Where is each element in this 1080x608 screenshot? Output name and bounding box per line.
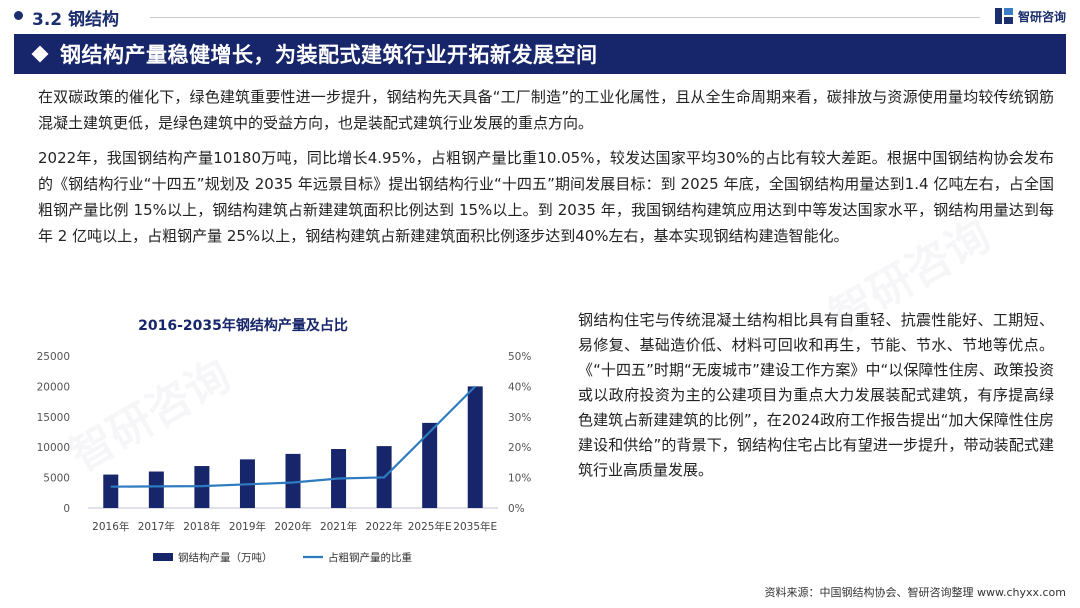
source-note: 资料来源：中国钢结构协会、智研咨询整理 www.chyxx.com [764,586,1066,599]
y-right-tick-label: 0% [508,503,525,515]
x-tick-label: 2017年 [138,520,175,533]
y-left-tick-label: 10000 [37,442,70,454]
x-tick-label: 2025年E [408,520,452,533]
y-left-tick-label: 25000 [37,351,70,363]
y-left-tick-label: 15000 [37,412,70,424]
section-title: 3.2 钢结构 [32,10,120,30]
bar [285,453,301,508]
bar [467,386,483,508]
y-right-tick-label: 40% [508,381,531,393]
x-tick-label: 2021年 [320,520,357,533]
bar [422,422,438,508]
data-paragraph: 2022年，我国钢结构产量10180万吨，同比增长4.95%，占粗钢产量比重10… [38,149,1054,245]
headline-banner: 钢结构产量稳健增长，为装配式建筑行业开拓新发展空间 [14,34,1066,74]
chart-svg: 2016-2035年钢结构产量及占比 0 5000 10000 15000 20000 2… [37,317,532,564]
brand-mark-icon [994,6,1014,26]
x-tick-label: 2018年 [183,520,220,533]
header-divider [150,17,980,18]
x-tick-label: 2016年 [92,520,129,533]
chart-title: 2016-2035年钢结构产量及占比 [138,317,348,334]
y-right-tick-label: 30% [508,412,531,424]
legend-label: 占粗钢产量的比重 [328,551,412,564]
section-bullet-icon [14,11,23,20]
y-right-tick-label: 50% [508,351,531,363]
y-right-tick-label: 20% [508,442,531,454]
x-tick-label: 2035年E [453,520,497,533]
y-left-tick-label: 20000 [37,381,70,393]
y-left-tick-label: 0 [63,503,70,515]
diamond-icon [31,45,49,63]
legend-label: 钢结构产量（万吨） [178,551,273,564]
y-left-tick-label: 5000 [43,473,70,485]
production-chart: 2016-2035年钢结构产量及占比 0 5000 10000 15000 20000 2… [28,308,548,578]
brand-logo: 智研咨询 [994,6,1066,26]
legend-swatch-bar [153,553,173,561]
x-tick-label: 2022年 [365,520,402,533]
brand-name: 智研咨询 [1017,9,1066,24]
y-right-tick-label: 10% [508,473,531,485]
top-bar: 3.2 钢结构 智研咨询 [0,0,1080,34]
x-tick-label: 2020年 [274,520,311,533]
bar [148,471,164,508]
intro-paragraph: 在双碳政策的催化下，绿色建筑重要性进一步提升，钢结构先天具备“工厂制造”的工业化… [38,88,1054,132]
headline-text: 钢结构产量稳健增长，为装配式建筑行业开拓新发展空间 [60,43,598,67]
side-paragraph: 钢结构住宅与传统混凝土结构相比具有自重轻、抗震性能好、工期短、易修复、基础造价低… [578,311,1054,479]
bar [103,474,119,508]
ratio-line [110,385,476,488]
x-tick-label: 2019年 [229,520,266,533]
